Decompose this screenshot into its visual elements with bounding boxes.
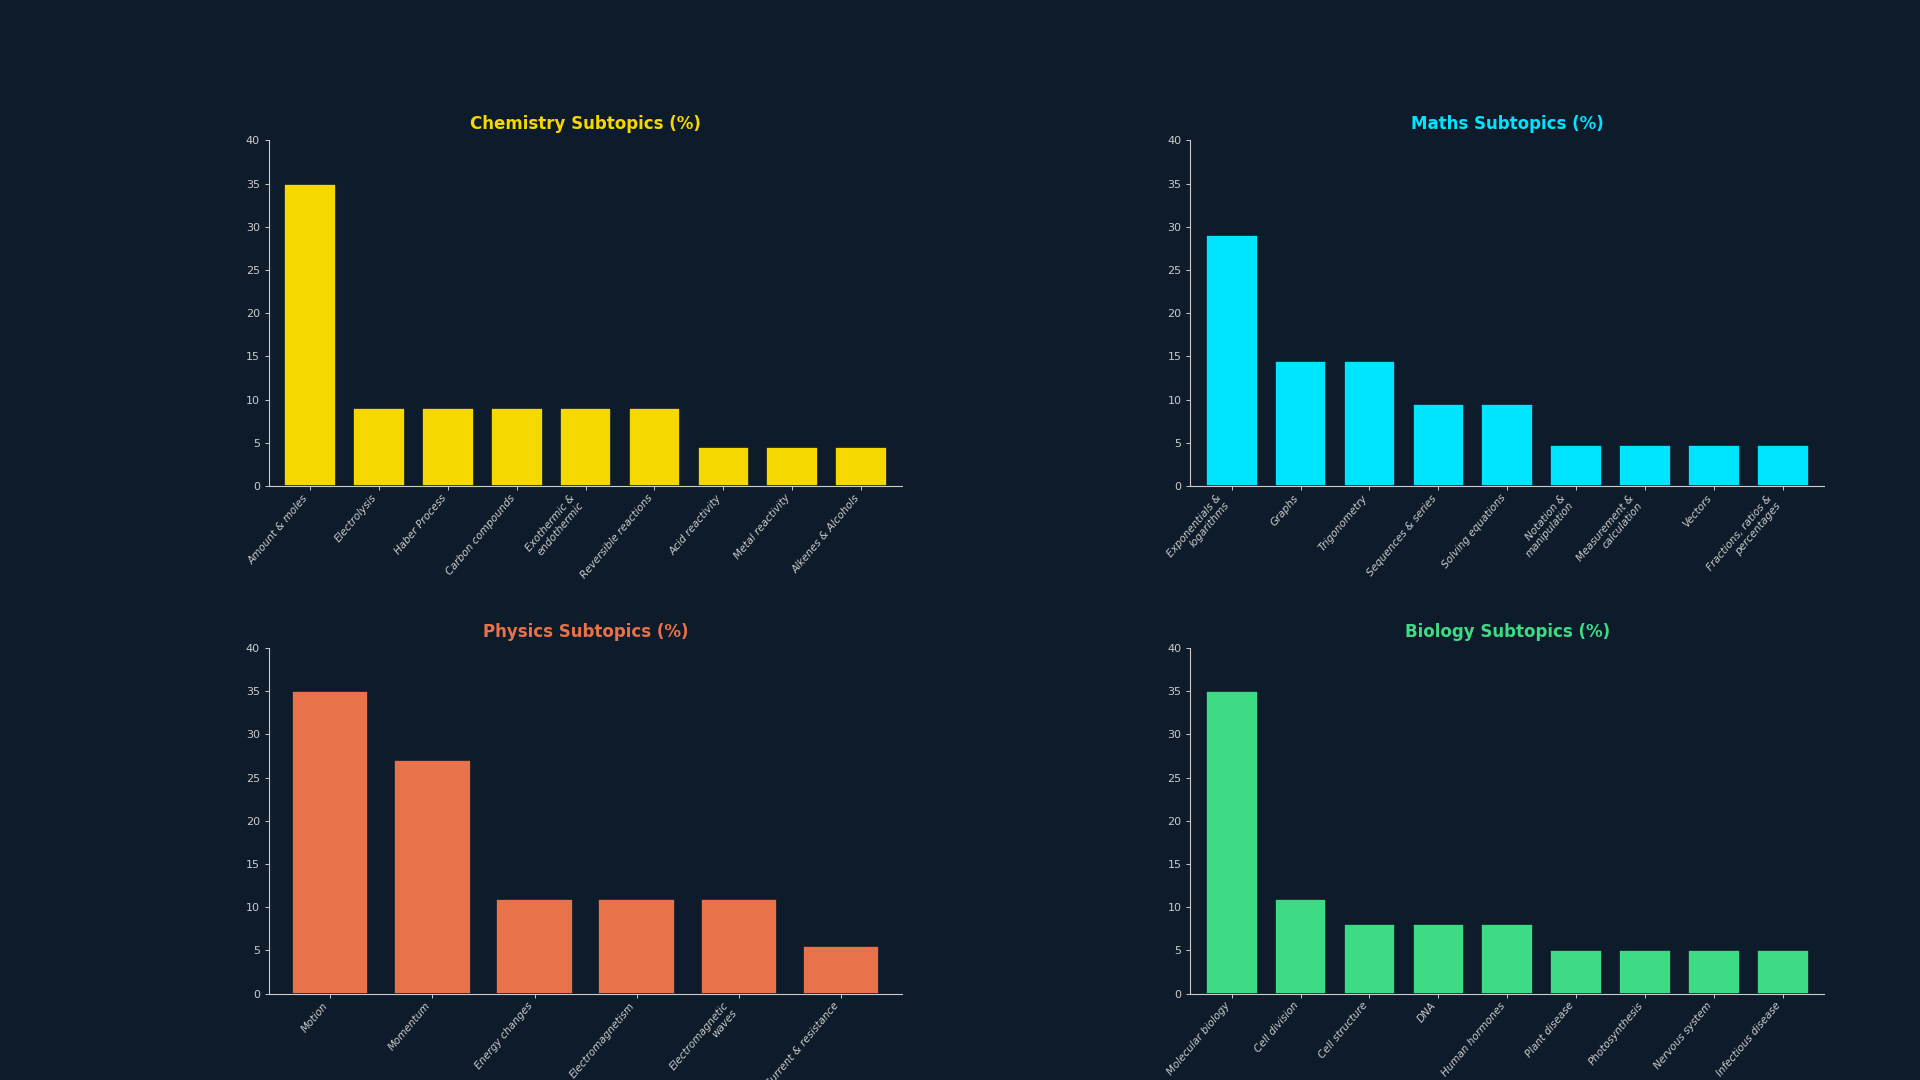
- Bar: [1549, 950, 1601, 994]
- Title: Maths Subtopics (%): Maths Subtopics (%): [1411, 116, 1603, 133]
- Bar: [1413, 404, 1465, 486]
- Bar: [1275, 361, 1327, 486]
- Bar: [1549, 445, 1601, 486]
- Bar: [766, 447, 818, 486]
- Bar: [1688, 950, 1740, 994]
- Bar: [1757, 950, 1809, 994]
- Bar: [1344, 361, 1396, 486]
- Title: Biology Subtopics (%): Biology Subtopics (%): [1405, 623, 1609, 640]
- Bar: [599, 899, 676, 994]
- Bar: [628, 408, 680, 486]
- Bar: [292, 691, 369, 994]
- Title: Physics Subtopics (%): Physics Subtopics (%): [482, 623, 689, 640]
- Bar: [1757, 445, 1809, 486]
- Bar: [1206, 691, 1258, 994]
- Bar: [353, 408, 405, 486]
- Bar: [1344, 924, 1396, 994]
- Bar: [1619, 445, 1670, 486]
- Title: Chemistry Subtopics (%): Chemistry Subtopics (%): [470, 116, 701, 133]
- Bar: [1275, 899, 1327, 994]
- Bar: [803, 946, 879, 994]
- Bar: [1482, 404, 1532, 486]
- Bar: [561, 408, 611, 486]
- Bar: [1413, 924, 1465, 994]
- Bar: [701, 899, 778, 994]
- Bar: [495, 899, 572, 994]
- Bar: [1619, 950, 1670, 994]
- Bar: [284, 184, 336, 486]
- Bar: [835, 447, 887, 486]
- Bar: [394, 760, 470, 994]
- Bar: [697, 447, 749, 486]
- Bar: [1688, 445, 1740, 486]
- Bar: [1206, 235, 1258, 486]
- Bar: [492, 408, 543, 486]
- Bar: [1482, 924, 1532, 994]
- Bar: [422, 408, 474, 486]
